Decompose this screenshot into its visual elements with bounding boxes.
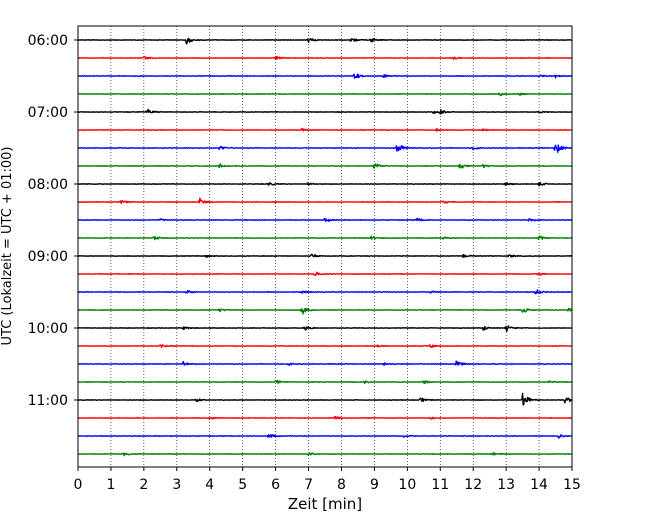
x-tick-label: 14 (530, 477, 548, 493)
seismic-trace (77, 433, 573, 439)
y-tick-label: 11:00 (28, 393, 68, 409)
y-axis: 06:00 07:00 08:00 09:00 10:00 11:00 (28, 33, 78, 409)
seismic-trace (77, 289, 573, 295)
seismic-trace (77, 360, 573, 366)
y-tick-label: 07:00 (28, 105, 68, 121)
y-tick-label: 06:00 (28, 33, 68, 49)
y-axis-label: UTC (Lokalzeit = UTC + 01:00) (0, 147, 15, 346)
x-tick-label: 8 (337, 477, 346, 493)
seismic-trace (77, 108, 573, 115)
seismic-trace (77, 392, 573, 406)
seismic-trace (77, 415, 573, 420)
seismic-trace (77, 181, 573, 187)
seismic-trace (77, 344, 573, 349)
seismic-trace (77, 325, 573, 332)
x-tick-label: 1 (106, 477, 115, 493)
seismic-trace (77, 73, 573, 79)
x-axis: 0 1 2 3 4 5 6 7 8 9 10 11 12 13 14 15 (74, 467, 581, 493)
seismic-trace (77, 253, 573, 258)
x-tick-label: 11 (431, 477, 449, 493)
x-tick-label: 15 (563, 477, 581, 493)
trace-group (77, 37, 573, 457)
seismic-trace (77, 144, 573, 153)
seismic-trace (77, 271, 573, 276)
seismic-trace (77, 127, 573, 132)
seismic-trace (77, 163, 573, 169)
x-tick-label: 4 (205, 477, 214, 493)
x-tick-label: 10 (398, 477, 416, 493)
x-tick-label: 9 (370, 477, 379, 493)
x-tick-label: 13 (497, 477, 515, 493)
y-tick-label: 10:00 (28, 321, 68, 337)
x-tick-label: 12 (464, 477, 482, 493)
x-tick-label: 2 (139, 477, 148, 493)
seismic-trace (77, 452, 573, 457)
seismic-trace (77, 197, 573, 204)
seismic-trace (77, 92, 573, 97)
x-tick-label: 6 (271, 477, 280, 493)
y-tick-label: 09:00 (28, 249, 68, 265)
x-tick-label: 7 (304, 477, 313, 493)
seismic-trace (77, 37, 573, 45)
seismic-trace (77, 307, 573, 315)
x-tick-label: 3 (172, 477, 181, 493)
x-tick-label: 5 (238, 477, 247, 493)
seismic-trace (77, 217, 573, 222)
seismic-trace (77, 235, 573, 241)
plot-frame (77, 25, 573, 468)
x-axis-label: Zeit [min] (288, 495, 362, 513)
y-tick-label: 08:00 (28, 177, 68, 193)
seismic-trace (77, 379, 573, 385)
seismic-trace (77, 55, 573, 60)
x-tick-label: 0 (74, 477, 83, 493)
